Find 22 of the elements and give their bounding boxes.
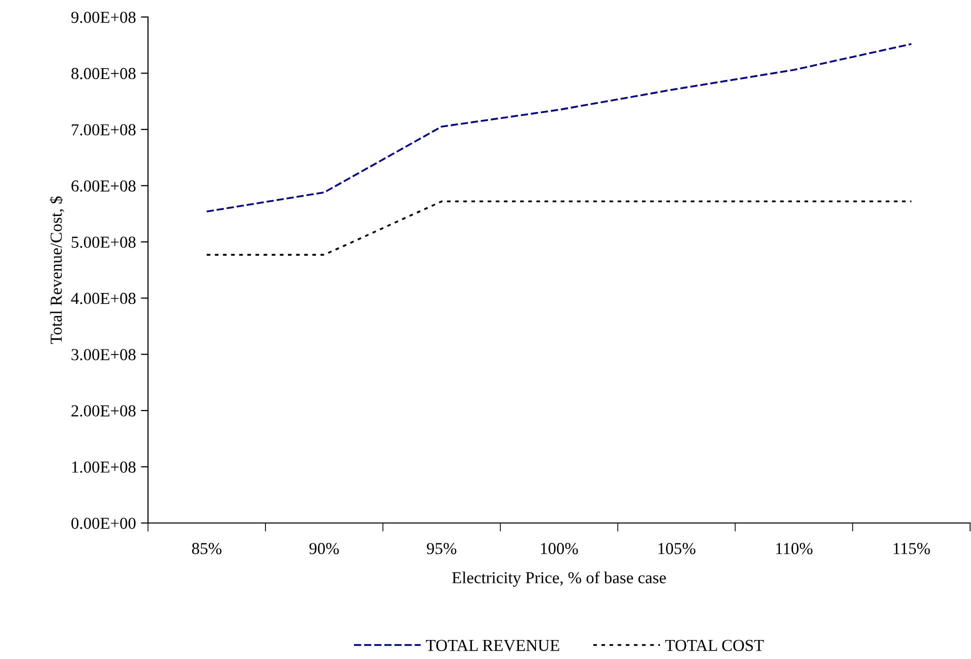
x-tick-label: 110%: [776, 542, 812, 554]
y-tick-label: 9.00E+08: [71, 12, 136, 24]
x-tick-label: 100%: [541, 542, 578, 554]
x-tick-label: 115%: [894, 542, 930, 554]
y-tick-label: 0.00E+00: [71, 518, 136, 530]
y-tick-label: 1.00E+08: [72, 461, 136, 473]
y-axis-title: Total Revenue/Cost, $: [50, 196, 64, 344]
line-series: [206, 43, 912, 212]
y-tick-label: 5.00E+08: [72, 236, 136, 248]
x-tick-label: 95%: [426, 542, 456, 554]
x-tick-label: 90%: [309, 542, 339, 554]
x-axis-title: Electricity Price, % of base case: [452, 571, 666, 587]
y-tick-label: 7.00E+08: [72, 124, 136, 136]
x-tick-label: 105%: [658, 542, 696, 554]
y-tick-label: 8.00E+08: [71, 68, 136, 80]
legend-label: TOTAL COST: [665, 640, 764, 652]
legend-label: TOTAL REVENUE: [426, 640, 560, 652]
y-tick-label: 3.00E+08: [72, 349, 136, 360]
y-tick-label: 6.00E+08: [72, 180, 136, 192]
x-tick-label: 85%: [192, 542, 222, 554]
y-tick-label: 4.00E+08: [71, 292, 136, 304]
y-tick-label: 2.00E+08: [72, 405, 136, 417]
